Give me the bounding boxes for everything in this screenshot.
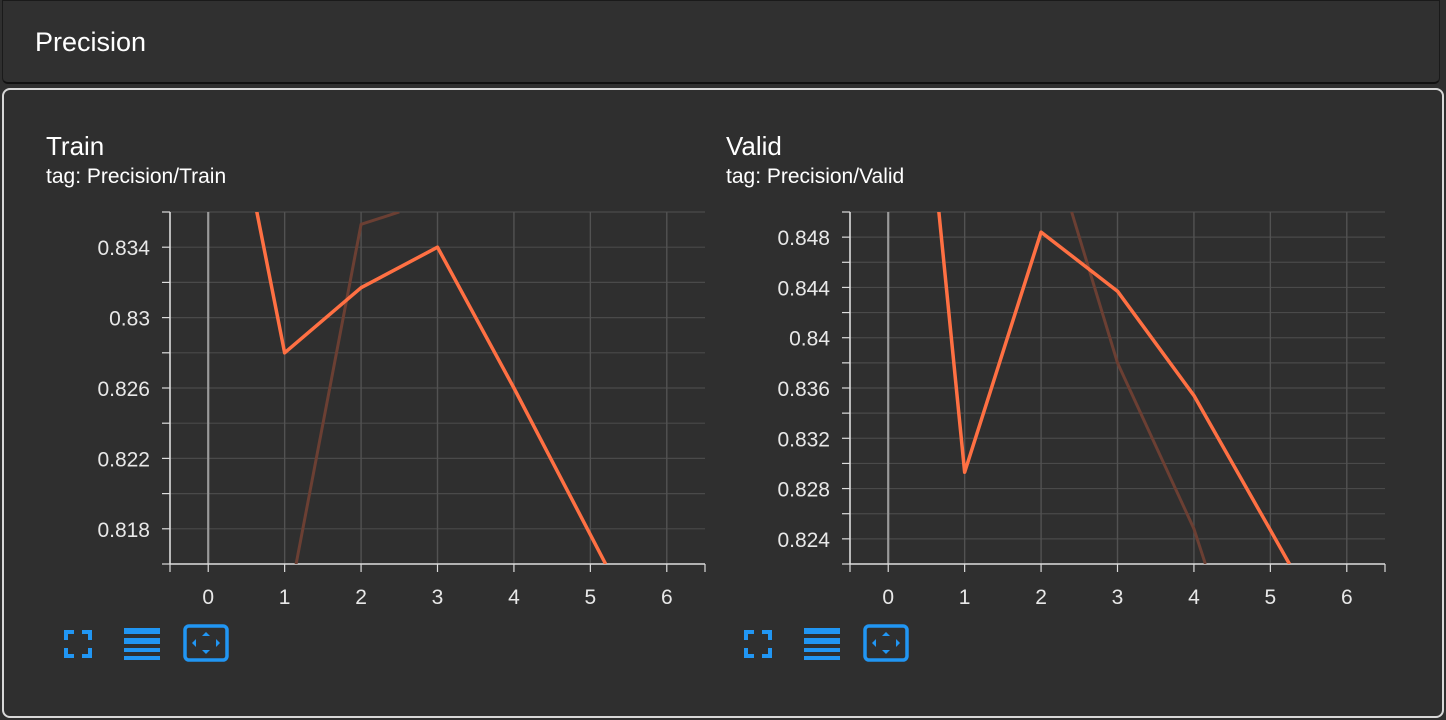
x-tick-label: 1 — [959, 586, 971, 609]
fit-domain-icon — [863, 624, 909, 662]
fit-domain-button[interactable] — [863, 624, 909, 667]
section-title: Precision — [35, 27, 147, 57]
fullscreen-button[interactable] — [742, 628, 774, 665]
y-tick-label: 0.834 — [97, 237, 150, 260]
card-tag: tag: Precision/Valid — [726, 165, 905, 188]
series-line-raw — [1070, 212, 1207, 564]
toggle-log-scale-button[interactable] — [802, 626, 842, 667]
y-tick-label: 0.832 — [777, 428, 830, 451]
toggle-log-scale-button[interactable] — [122, 626, 162, 667]
series-line-smoothed — [255, 212, 608, 564]
y-tick-label: 0.826 — [97, 378, 150, 401]
series-group — [937, 212, 1291, 564]
x-tick-label: 3 — [1112, 586, 1124, 609]
y-tick-label: 0.836 — [777, 378, 830, 401]
card-tag: tag: Precision/Train — [46, 165, 227, 188]
toggle-log-scale-icon — [124, 628, 160, 660]
fullscreen-icon — [64, 630, 92, 658]
y-tick-label: 0.822 — [97, 448, 150, 471]
y-tick-label: 0.83 — [109, 308, 150, 331]
card-title: Train — [46, 131, 105, 161]
y-tick-label: 0.828 — [777, 479, 830, 502]
x-tick-label: 5 — [1265, 586, 1277, 609]
x-tick-label: 5 — [585, 586, 597, 609]
x-tick-label: 4 — [508, 586, 520, 609]
x-tick-label: 0 — [202, 586, 214, 609]
series-line-smoothed — [937, 212, 1291, 564]
x-tick-label: 3 — [432, 586, 444, 609]
fullscreen-button[interactable] — [62, 628, 94, 665]
x-tick-label: 1 — [279, 586, 291, 609]
section-header[interactable]: Precision — [2, 0, 1440, 84]
x-tick-label: 0 — [882, 586, 894, 609]
fit-domain-button[interactable] — [183, 624, 229, 667]
toggle-log-scale-icon — [804, 628, 840, 660]
y-tick-label: 0.84 — [789, 328, 830, 351]
fit-domain-icon — [183, 624, 229, 662]
y-tick-label: 0.824 — [777, 529, 830, 552]
y-tick-label: 0.844 — [777, 277, 830, 300]
x-tick-label: 6 — [661, 586, 673, 609]
x-tick-label: 2 — [355, 586, 367, 609]
x-tick-label: 4 — [1188, 586, 1200, 609]
series-line-raw — [294, 212, 400, 564]
x-tick-label: 2 — [1035, 586, 1047, 609]
card-title: Valid — [726, 131, 782, 161]
charts-panel — [2, 88, 1444, 718]
x-tick-label: 6 — [1341, 586, 1353, 609]
fullscreen-icon — [744, 630, 772, 658]
y-tick-label: 0.848 — [777, 227, 830, 250]
y-tick-label: 0.818 — [97, 519, 150, 542]
series-group — [255, 212, 608, 564]
